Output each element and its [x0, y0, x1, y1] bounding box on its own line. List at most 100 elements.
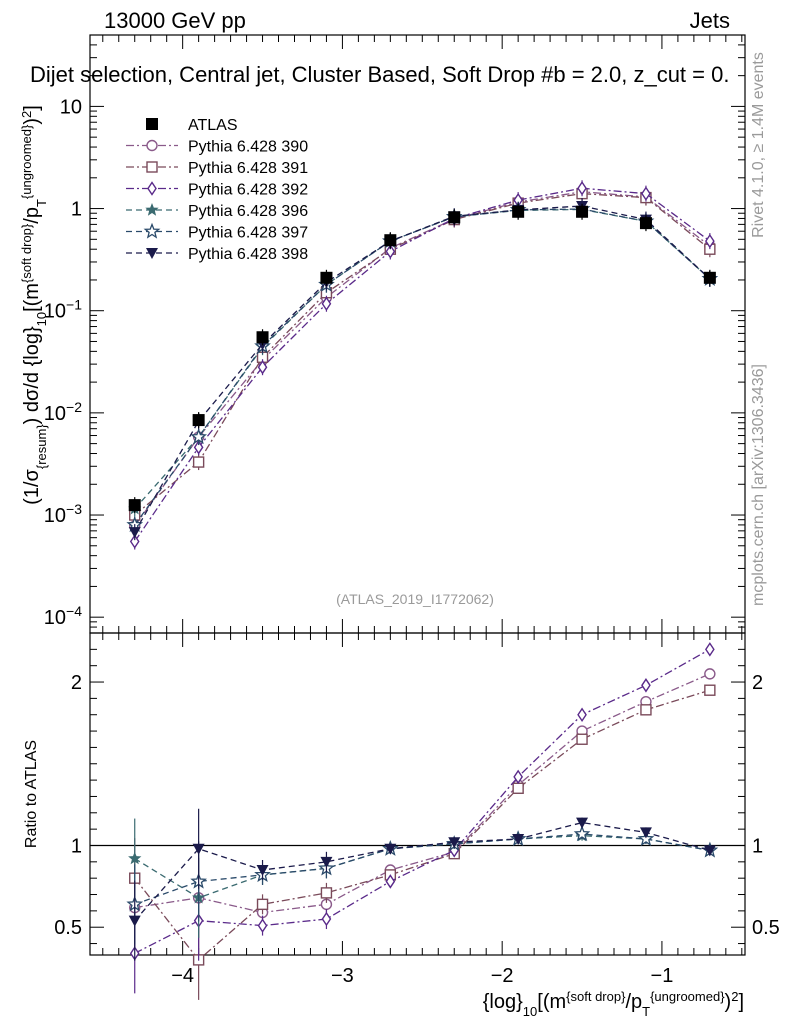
ratio-line-pythia-6-428-398	[134, 821, 711, 922]
ratio-point-pythia-6-428-398	[128, 915, 141, 927]
y-tick-label-ratio-right: 0.5	[752, 917, 780, 939]
legend-marker-pythia-6-428-391	[146, 161, 158, 173]
y-tick-label-main: 10−3	[44, 501, 82, 527]
ratio-point-pythia-6-428-392	[385, 874, 396, 889]
ratio-point-pythia-6-428-392	[257, 918, 268, 933]
series-line-pythia-6-428-390	[134, 191, 711, 527]
ratio-line-pythia-6-428-390	[134, 673, 711, 914]
data-point-atlas	[320, 271, 333, 284]
legend-marker-pythia-6-428-390	[146, 139, 158, 152]
series-line-pythia-6-428-392	[134, 187, 711, 542]
data-point-pythia-6-428-398	[128, 527, 141, 539]
x-tick-label: −3	[331, 965, 354, 987]
ratio-panel-frame	[89, 632, 746, 956]
ratio-point-pythia-6-428-398	[320, 856, 333, 868]
ratio-point-pythia-6-428-397	[573, 825, 591, 842]
data-point-pythia-6-428-392	[129, 534, 140, 549]
ratio-point-pythia-6-428-398	[703, 845, 716, 857]
data-point-atlas	[576, 205, 589, 218]
ratio-point-pythia-6-428-398	[576, 817, 589, 829]
tick-group: −4 −3 −2 −1 10−4 10−3 10−2 10−1 1 10 0.5 0.5 1 1 2 2	[44, 34, 780, 987]
legend-label-pythia-6-428-391: Pythia 6.428 391	[188, 160, 308, 177]
y-tick-label-ratio-right: 2	[752, 672, 763, 694]
data-point-pythia-6-428-397	[190, 428, 207, 445]
legend-label-pythia-6-428-390: Pythia 6.428 390	[188, 139, 308, 156]
series-group	[90, 180, 745, 1000]
x-tick-label: −1	[651, 965, 674, 987]
x-axis-label: {log}10[(m{soft drop}/pT{ungroomed})2]	[483, 989, 744, 1019]
chart-title: Dijet selection, Central jet, Cluster Ba…	[30, 62, 729, 87]
header-left: 13000 GeV pp	[104, 8, 246, 33]
ratio-line-pythia-6-428-397	[134, 833, 710, 905]
ratio-line-pythia-6-428-392	[134, 648, 711, 954]
ratio-point-pythia-6-428-391	[256, 898, 269, 911]
ratio-point-pythia-6-428-392	[641, 678, 651, 693]
ratio-point-pythia-6-428-391	[640, 704, 652, 716]
header-right: Jets	[690, 8, 730, 33]
ratio-point-pythia-6-428-391	[512, 782, 524, 794]
data-point-pythia-6-428-392	[577, 181, 587, 196]
analysis-id: (ATLAS_2019_I1772062)	[336, 591, 494, 607]
data-point-pythia-6-428-392	[385, 244, 396, 259]
ratio-point-pythia-6-428-392	[577, 707, 587, 722]
data-point-atlas	[192, 414, 205, 427]
legend-marker-atlas	[146, 118, 158, 130]
data-point-atlas	[512, 205, 525, 218]
legend-label-pythia-6-428-396: Pythia 6.428 396	[188, 203, 308, 220]
series-line-pythia-6-428-397	[134, 208, 711, 526]
side-mcplots-label: mcplots.cern.ch [arXiv:1306.3436]	[750, 364, 767, 606]
series-line-pythia-6-428-391	[134, 192, 711, 516]
ratio-point-pythia-6-428-398	[512, 833, 525, 845]
ratio-point-pythia-6-428-392	[321, 911, 332, 927]
ratio-point-pythia-6-428-391	[704, 684, 716, 696]
side-rivet-label: Rivet 4.1.0, ≥ 1.4M events	[750, 52, 767, 238]
series-line-pythia-6-428-398	[134, 205, 711, 533]
ratio-point-pythia-6-428-398	[448, 837, 461, 849]
data-point-pythia-6-428-392	[193, 440, 204, 455]
data-point-atlas	[448, 211, 461, 224]
y-tick-label-ratio: 1	[71, 835, 82, 857]
data-point-atlas	[384, 234, 397, 247]
ratio-point-pythia-6-428-392	[705, 642, 715, 657]
ratio-point-pythia-6-428-391	[320, 887, 333, 899]
y-tick-label-main: 1	[71, 199, 82, 221]
data-point-atlas	[639, 217, 652, 230]
x-tick-label: −2	[491, 965, 514, 987]
ratio-point-pythia-6-428-398	[192, 843, 205, 855]
ratio-point-pythia-6-428-398	[384, 843, 397, 855]
ratio-point-pythia-6-428-392	[513, 769, 523, 785]
ratio-point-pythia-6-428-396	[128, 851, 142, 865]
ratio-point-pythia-6-428-390	[704, 668, 716, 680]
x-tick-label: −4	[171, 965, 194, 987]
data-point-pythia-6-428-392	[257, 359, 268, 375]
data-point-pythia-6-428-392	[705, 233, 715, 249]
data-point-atlas	[703, 271, 716, 284]
data-point-pythia-6-428-391	[192, 456, 205, 468]
legend-label-pythia-6-428-398: Pythia 6.428 398	[188, 246, 308, 263]
data-point-pythia-6-428-392	[641, 186, 651, 201]
data-point-atlas	[256, 331, 269, 344]
ratio-line-pythia-6-428-391	[134, 689, 711, 961]
y-tick-label-ratio: 0.5	[54, 917, 82, 939]
legend-label-pythia-6-428-397: Pythia 6.428 397	[188, 225, 308, 242]
ratio-point-pythia-6-428-398	[256, 865, 269, 877]
y-tick-label-ratio-right: 1	[752, 835, 763, 857]
legend-marker-pythia-6-428-398	[146, 248, 158, 259]
legend: ATLAS Pythia 6.428 390 Pythia 6.428 391 Pyt…	[126, 117, 308, 263]
ratio-point-pythia-6-428-398	[639, 827, 652, 839]
data-point-atlas	[128, 499, 141, 512]
legend-marker-pythia-6-428-392	[147, 181, 157, 196]
y-tick-label-main: 10−1	[44, 297, 82, 323]
ratio-point-pythia-6-428-391	[576, 733, 588, 745]
ratio-ylabel: Ratio to ATLAS	[23, 740, 40, 848]
y-tick-label-main: 10−2	[44, 399, 82, 425]
legend-marker-pythia-6-428-397	[143, 222, 161, 239]
legend-marker-pythia-6-428-396	[145, 203, 159, 216]
y-tick-label-main: 10−4	[44, 603, 82, 629]
y-tick-label-main: 10	[60, 96, 82, 118]
y-tick-label-ratio: 2	[71, 672, 82, 694]
legend-label-pythia-6-428-392: Pythia 6.428 392	[188, 182, 308, 199]
data-point-pythia-6-428-392	[321, 296, 332, 312]
